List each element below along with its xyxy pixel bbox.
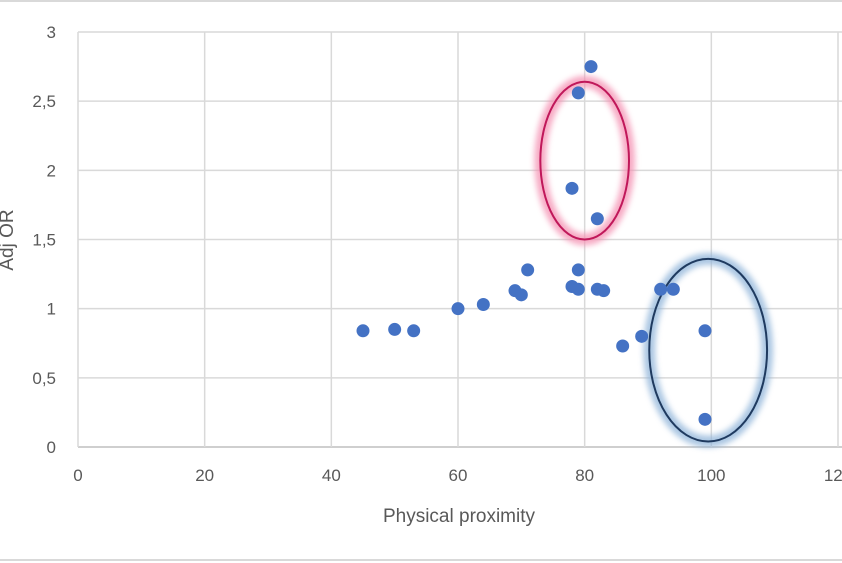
- data-point: [635, 329, 649, 343]
- data-point: [571, 86, 585, 100]
- y-tick-label: 0,5: [32, 369, 56, 388]
- data-point: [616, 339, 630, 353]
- y-tick-label: 2: [47, 161, 56, 180]
- axes: 0 0,5 1 1,5 2 2,5 3 0 20 40 60 80 100 120: [32, 23, 842, 485]
- x-tick-label: 60: [449, 466, 468, 485]
- data-point: [565, 181, 579, 195]
- data-point: [584, 60, 598, 74]
- y-tick-label: 2,5: [32, 92, 56, 111]
- y-tick-label: 0: [47, 438, 56, 457]
- data-point: [571, 282, 585, 296]
- y-axis-title: Adj OR: [0, 209, 18, 270]
- data-point: [698, 324, 712, 338]
- data-point: [407, 324, 421, 338]
- y-tick-label: 1,5: [32, 231, 56, 250]
- x-tick-label: 120: [824, 466, 842, 485]
- y-tick-label: 3: [47, 23, 56, 42]
- data-point: [476, 298, 490, 312]
- data-point: [571, 263, 585, 277]
- data-point: [590, 212, 604, 226]
- grid: [77, 31, 842, 448]
- data-point: [654, 282, 668, 296]
- x-tick-label: 20: [195, 466, 214, 485]
- highlight-ellipse: [648, 257, 769, 443]
- x-tick-label: 100: [697, 466, 725, 485]
- data-point: [451, 302, 465, 316]
- data-point: [521, 263, 535, 277]
- x-tick-label: 40: [322, 466, 341, 485]
- data-point: [356, 324, 370, 338]
- data-point: [597, 284, 611, 298]
- x-tick-label: 80: [575, 466, 594, 485]
- highlight-ellipse: [539, 80, 631, 241]
- data-point: [666, 282, 680, 296]
- y-tick-label: 1: [47, 300, 56, 319]
- x-axis-title: Physical proximity: [383, 506, 536, 527]
- data-point: [388, 322, 402, 336]
- x-tick-label: 0: [73, 466, 82, 485]
- data-point: [514, 288, 528, 302]
- annotations: [534, 75, 774, 448]
- data-points: [356, 60, 712, 426]
- data-point: [698, 412, 712, 426]
